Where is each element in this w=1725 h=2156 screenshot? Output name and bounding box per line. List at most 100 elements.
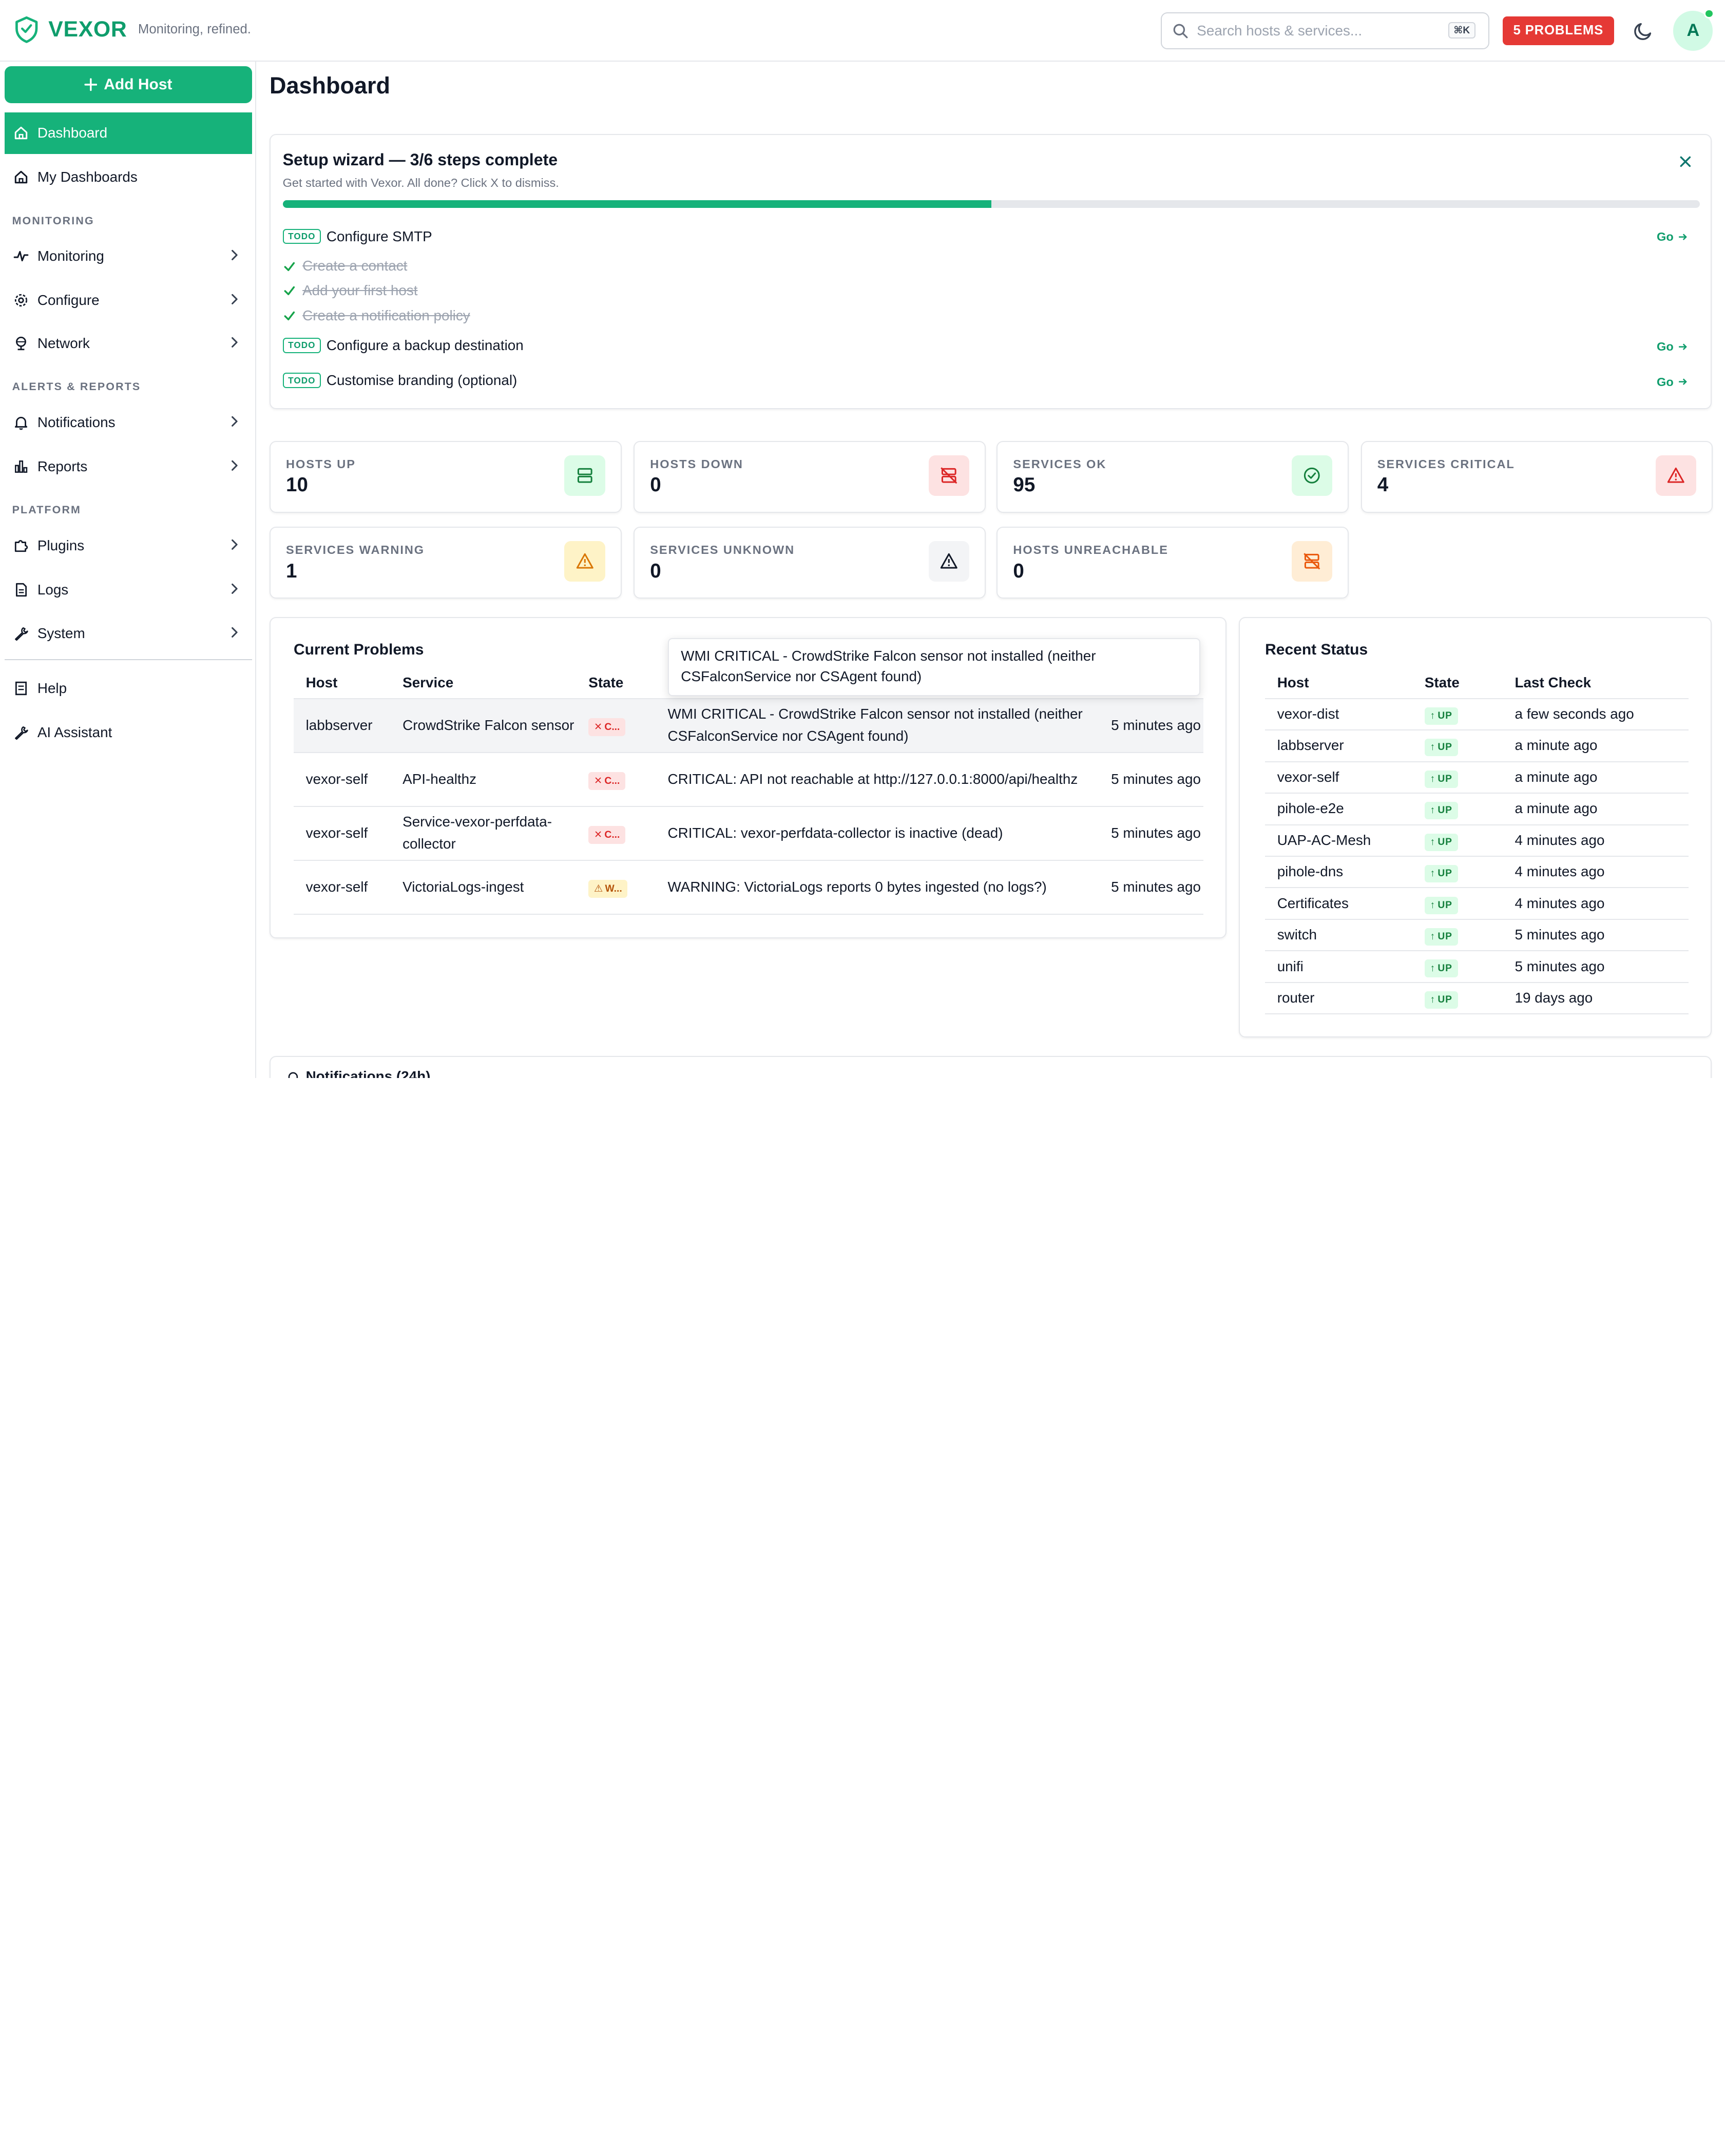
wizard-go-link[interactable]: Go <box>1657 230 1688 244</box>
table-row[interactable]: switch ↑ UP 5 minutes ago <box>1265 919 1689 952</box>
cell-service[interactable]: API-healthz <box>390 752 577 807</box>
cell-host[interactable]: vexor-self <box>1265 761 1413 794</box>
activity-icon <box>13 251 29 262</box>
stat-card-services-warning[interactable]: SERVICES WARNING 1 <box>270 527 622 599</box>
cell-host[interactable]: switch <box>1265 919 1413 952</box>
sidebar-item-dashboard[interactable]: Dashboard <box>4 112 252 154</box>
stat-card-hosts-down[interactable]: HOSTS DOWN 0 <box>634 441 986 513</box>
cell-host[interactable]: pihole-e2e <box>1265 793 1413 825</box>
cell-service[interactable]: Service-vexor-perfdata-collector <box>390 806 577 861</box>
cell-host[interactable]: labbserver <box>1265 730 1413 762</box>
column-header-last-check[interactable]: Last Check <box>1502 667 1689 699</box>
sidebar-item-label: AI Assistant <box>37 724 112 741</box>
table-row[interactable]: pihole-e2e ↑ UP a minute ago <box>1265 793 1689 825</box>
gear-icon <box>14 294 27 307</box>
sidebar-item-ai-assistant[interactable]: AI Assistant <box>5 711 252 753</box>
moon-icon[interactable] <box>1632 18 1656 43</box>
search-input[interactable] <box>1197 22 1439 39</box>
cell-host[interactable]: labbserver <box>294 698 391 753</box>
up-badge: ↑ UP <box>1424 896 1458 914</box>
table-row[interactable]: vexor-self VictoriaLogs-ingest ⚠ W... WA… <box>294 860 1204 915</box>
table-row[interactable]: vexor-self ↑ UP a minute ago <box>1265 761 1689 794</box>
sidebar-item-system[interactable]: System <box>5 613 252 654</box>
table-row[interactable]: router ↑ UP 19 days ago <box>1265 982 1689 1015</box>
cell-age: 5 minutes ago <box>1099 806 1204 861</box>
table-row[interactable]: labbserver ↑ UP a minute ago <box>1265 730 1689 762</box>
cell-host[interactable]: vexor-self <box>294 752 391 807</box>
wizard-step: TODO Customise branding (optional) <box>282 370 517 392</box>
badge-text: C... <box>604 721 620 733</box>
cell-service[interactable]: VictoriaLogs-ingest <box>390 860 577 915</box>
column-header-service[interactable]: Service <box>390 667 577 699</box>
go-label: Go <box>1657 339 1674 353</box>
stat-card-hosts-unreachable[interactable]: HOSTS UNREACHABLE 0 <box>996 527 1349 599</box>
cell-host[interactable]: Certificates <box>1265 888 1413 920</box>
stat-value: 10 <box>286 474 308 496</box>
table-row[interactable]: vexor-self API-healthz ✕ C... CRITICAL: … <box>294 752 1204 807</box>
stat-value: 0 <box>650 560 661 582</box>
column-header-host[interactable]: Host <box>294 667 391 699</box>
problems-button[interactable]: 5 PROBLEMS <box>1503 16 1614 45</box>
cell-last-check: 4 minutes ago <box>1502 888 1689 920</box>
up-badge: ↑ UP <box>1424 959 1458 977</box>
stat-card-services-unknown[interactable]: SERVICES UNKNOWN 0 <box>634 527 986 599</box>
sidebar-item-configure[interactable]: Configure <box>5 279 252 321</box>
cell-service[interactable]: CrowdStrike Falcon sensor <box>390 698 577 753</box>
cell-host[interactable]: router <box>1265 982 1413 1015</box>
stat-card-services-ok[interactable]: SERVICES OK 95 <box>996 441 1349 513</box>
table-row[interactable]: unifi ↑ UP 5 minutes ago <box>1265 951 1689 983</box>
check-icon <box>284 311 295 321</box>
close-icon[interactable] <box>1679 155 1692 168</box>
sidebar-item-reports[interactable]: Reports <box>5 446 252 487</box>
search-box[interactable]: ⌘K <box>1160 12 1490 50</box>
table-row[interactable]: vexor-dist ↑ UP a few seconds ago <box>1265 698 1689 731</box>
sidebar-item-label: My Dashboards <box>37 168 138 185</box>
sidebar-item-help[interactable]: Help <box>5 668 252 709</box>
section-label-platform: PLATFORM <box>12 504 82 516</box>
sidebar: Add Host Dashboard My Dashboards MONITOR… <box>0 62 257 1078</box>
table-row[interactable]: labbserver CrowdStrike Falcon sensor ✕ C… <box>294 698 1204 753</box>
stat-card-hosts-up[interactable]: HOSTS UP 10 <box>270 441 622 513</box>
sidebar-item-logs[interactable]: Logs <box>5 569 252 610</box>
table-row[interactable]: Certificates ↑ UP 4 minutes ago <box>1265 888 1689 920</box>
wizard-go-link[interactable]: Go <box>1657 340 1688 354</box>
add-host-button[interactable]: Add Host <box>4 66 252 104</box>
cell-host[interactable]: vexor-self <box>294 806 391 861</box>
cell-host[interactable]: UAP-AC-Mesh <box>1265 824 1413 857</box>
user-avatar[interactable]: A <box>1673 9 1714 51</box>
cell-host[interactable]: vexor-self <box>294 860 391 915</box>
up-badge: ↑ UP <box>1424 991 1458 1009</box>
badge-text: UP <box>1437 710 1452 721</box>
chevron-right-icon <box>231 460 238 471</box>
cell-state: ↑ UP <box>1412 793 1503 825</box>
table-row[interactable]: pihole-dns ↑ UP 4 minutes ago <box>1265 856 1689 889</box>
cell-state: ↑ UP <box>1412 888 1503 920</box>
column-header-state[interactable]: State <box>1412 667 1503 699</box>
stat-label: SERVICES WARNING <box>286 543 425 557</box>
cell-host[interactable]: unifi <box>1265 951 1413 983</box>
column-header-host[interactable]: Host <box>1265 667 1413 699</box>
cell-host[interactable]: vexor-dist <box>1265 698 1413 731</box>
bell-icon <box>288 1072 298 1078</box>
wizard-step: TODO Configure a backup destination <box>282 334 524 356</box>
wizard-go-link[interactable]: Go <box>1657 375 1688 389</box>
column-header-state[interactable]: State <box>576 667 656 699</box>
sidebar-item-label: Monitoring <box>37 248 104 264</box>
top-header: VEXOR Monitoring, refined. ⌘K 5 PROBLEMS… <box>0 0 1725 62</box>
sidebar-item-monitoring[interactable]: Monitoring <box>5 236 252 277</box>
stat-card-services-critical[interactable]: SERVICES CRITICAL 4 <box>1360 441 1713 513</box>
cell-host[interactable]: pihole-dns <box>1265 856 1413 889</box>
table-row[interactable]: UAP-AC-Mesh ↑ UP 4 minutes ago <box>1265 824 1689 857</box>
sidebar-item-plugins[interactable]: Plugins <box>5 525 252 566</box>
sidebar-item-network[interactable]: Network <box>5 322 252 364</box>
section-label-alerts: ALERTS & REPORTS <box>12 380 141 393</box>
table-row[interactable]: vexor-self Service-vexor-perfdata-collec… <box>294 806 1204 861</box>
go-label: Go <box>1657 229 1674 243</box>
brand[interactable]: VEXOR Monitoring, refined. <box>13 15 251 44</box>
sidebar-item-my-dashboards[interactable]: My Dashboards <box>5 156 252 198</box>
todo-badge: TODO <box>282 373 321 389</box>
sidebar-item-notifications[interactable]: Notifications <box>5 401 252 443</box>
badge-text: UP <box>1437 868 1452 879</box>
stat-value: 0 <box>650 474 661 496</box>
arrow-right-icon <box>1679 343 1688 350</box>
